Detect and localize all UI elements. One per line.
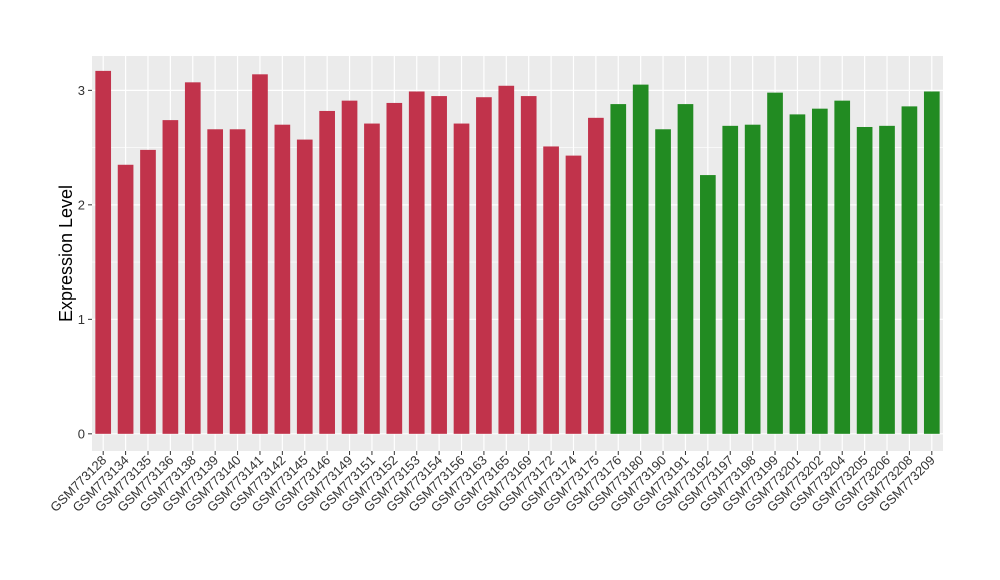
bar-GSM773152	[386, 102, 403, 434]
bar-GSM773174	[565, 155, 582, 434]
bar-GSM773204	[834, 100, 851, 434]
bar-GSM773134	[117, 164, 134, 434]
y-tick-label: 2	[78, 197, 85, 212]
bar-GSM773135	[140, 149, 156, 434]
y-tick-label: 1	[78, 312, 85, 327]
bar-GSM773136	[162, 120, 179, 434]
bar-GSM773156	[453, 123, 470, 434]
bar-GSM773165	[498, 85, 515, 434]
bar-GSM773128	[95, 70, 112, 434]
bar-GSM773192	[700, 175, 716, 434]
bar-GSM773180	[632, 84, 649, 434]
bar-GSM773140	[229, 129, 246, 434]
bar-GSM773176	[610, 104, 627, 434]
bar-GSM773201	[789, 114, 806, 434]
bar-GSM773146	[319, 110, 335, 434]
x-axis: GSM773128GSM773134GSM773135GSM773136GSM7…	[47, 451, 938, 515]
bar-GSM773198	[744, 124, 761, 434]
bars	[95, 70, 940, 434]
bar-GSM773172	[543, 146, 559, 434]
bar-GSM773202	[811, 108, 828, 434]
bar-GSM773151	[364, 123, 380, 434]
bar-GSM773138	[184, 82, 201, 434]
y-axis-title: Expression Level	[56, 185, 76, 322]
bar-GSM773153	[408, 91, 425, 434]
bar-GSM773169	[520, 96, 537, 434]
bar-GSM773206	[879, 125, 895, 434]
bar-GSM773197	[722, 125, 739, 434]
y-tick-label: 0	[78, 426, 85, 441]
bar-GSM773208	[901, 106, 918, 434]
bar-GSM773139	[207, 129, 224, 434]
bar-GSM773145	[296, 139, 313, 434]
bar-GSM773190	[655, 129, 671, 434]
y-axis: 0 1 2 3	[78, 83, 92, 441]
bar-GSM773191	[677, 104, 694, 434]
bar-GSM773141	[252, 74, 268, 434]
bar-GSM773205	[856, 126, 873, 434]
bar-GSM773154	[431, 96, 447, 434]
bar-GSM773163	[476, 97, 492, 434]
bar-GSM773149	[341, 100, 358, 434]
bar-GSM773199	[767, 92, 783, 434]
bar-GSM773142	[274, 124, 291, 434]
y-tick-label: 3	[78, 83, 85, 98]
bar-GSM773175	[588, 117, 604, 434]
bar-GSM773209	[923, 91, 940, 434]
